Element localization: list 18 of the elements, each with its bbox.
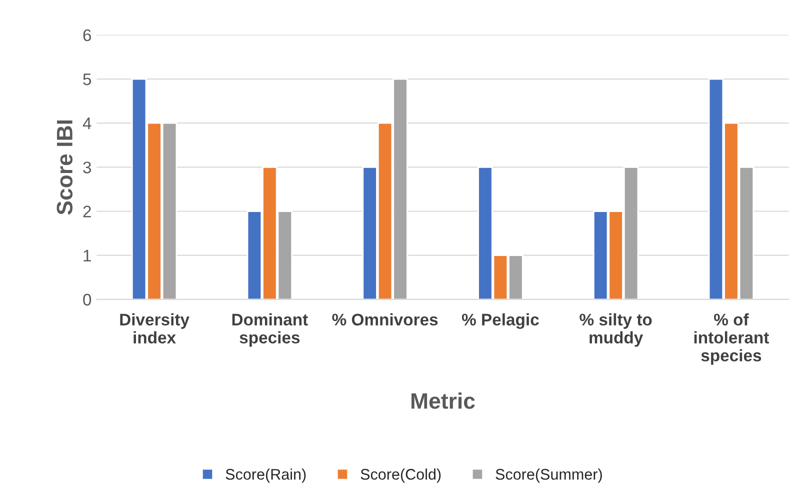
y-tick-label: 5 <box>83 74 92 86</box>
y-tick-label: 4 <box>82 118 92 130</box>
x-tick-label: % Pelagic <box>462 313 539 329</box>
legend-label: Score(Rain) <box>226 468 306 483</box>
y-tick-label: 2 <box>83 206 91 218</box>
x-tick-label: Dominant species <box>232 313 308 347</box>
x-tick-label: % Omnivores <box>332 313 438 326</box>
x-axis-title: Metric <box>412 392 475 409</box>
x-tick-label: Diversity index <box>120 313 190 344</box>
y-tick-label: 3 <box>83 162 92 174</box>
y-tick-label: 1 <box>84 250 91 262</box>
x-tick-label: % of intolerant species <box>694 313 769 365</box>
x-tick-label: % silty to muddy <box>580 313 652 347</box>
legend-label: Score(Summer) <box>496 468 602 483</box>
y-tick-label: 6 <box>83 29 92 42</box>
y-tick-label: 0 <box>83 294 92 306</box>
legend-label: Score(Cold) <box>360 468 441 483</box>
y-axis-title: Score IBI <box>56 120 73 215</box>
